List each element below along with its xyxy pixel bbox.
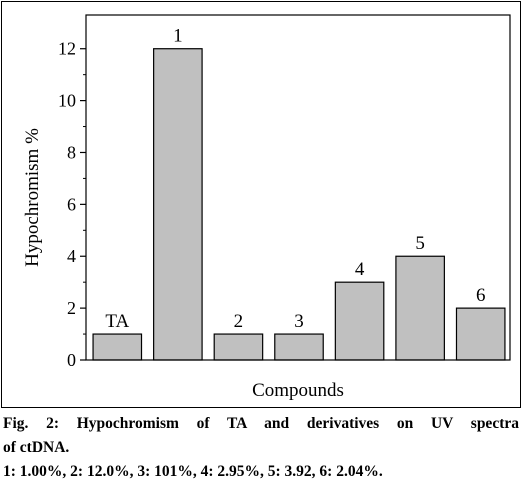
y-tick-label: 12 <box>58 39 76 59</box>
y-axis-ticks: 0 2 4 6 8 10 12 <box>58 39 86 370</box>
bar-label-3: 3 <box>294 311 304 332</box>
caption-values: 1: 1.00%, 2: 12.0%, 3: 101%, 4: 2.95%, 5… <box>3 463 383 480</box>
figure-caption: Fig. 2: Hypochromism of TA and derivativ… <box>3 412 519 484</box>
y-tick-label: 2 <box>67 298 76 318</box>
plot-area <box>85 14 511 361</box>
bar-label-1: 1 <box>173 26 183 47</box>
caption-title-continued: of ctDNA. <box>3 439 70 456</box>
caption-title: Fig. 2: Hypochromism of TA and derivativ… <box>3 415 519 432</box>
y-tick-label: 8 <box>67 142 76 162</box>
bar-label-TA: TA <box>105 311 129 332</box>
bar-1 <box>153 48 203 361</box>
bar-label-2: 2 <box>234 311 244 332</box>
bar-3 <box>274 333 324 361</box>
bar-labels-group: TA 1 2 3 4 5 6 <box>105 26 485 332</box>
y-tick-label: 0 <box>67 350 76 370</box>
x-axis-label: Compounds <box>252 380 344 401</box>
bar-4 <box>334 281 385 361</box>
bar-6 <box>455 307 506 361</box>
bar-label-5: 5 <box>415 233 425 254</box>
y-tick-label: 10 <box>58 91 76 111</box>
y-tick-label: 6 <box>67 194 76 214</box>
y-tick-label: 4 <box>67 246 76 266</box>
figure-frame: 0 2 4 6 8 10 12 TA 1 2 3 4 5 6 Hypochromism % Compou… <box>1 1 521 408</box>
y-axis-label: Hypochromism % <box>22 128 43 267</box>
bar-2 <box>213 333 264 361</box>
bar-label-4: 4 <box>355 259 365 280</box>
bar-5 <box>395 255 445 361</box>
bar-label-6: 6 <box>476 285 486 306</box>
bar-TA <box>92 333 143 361</box>
